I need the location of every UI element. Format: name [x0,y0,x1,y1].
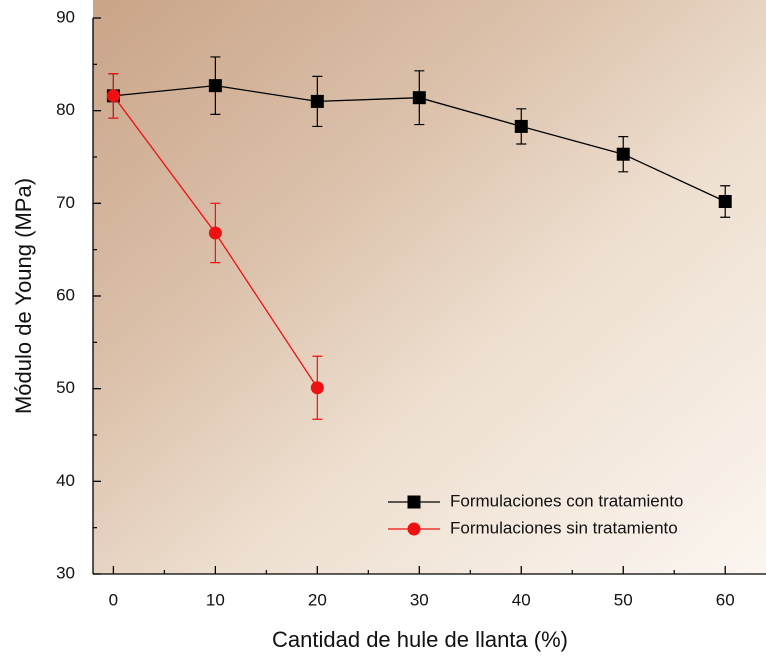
legend-marker [407,522,421,536]
y-tick-label: 60 [56,285,75,304]
y-tick-label: 40 [56,471,75,490]
x-tick-label: 20 [308,590,327,609]
y-tick-label: 50 [56,378,75,397]
y-axis-title: Módulo de Young (MPa) [11,178,36,414]
legend-marker [407,495,421,509]
x-tick-label: 10 [206,590,225,609]
data-point [616,147,630,161]
data-point [106,89,120,103]
data-point [310,94,324,108]
data-point [718,194,732,208]
x-tick-label: 60 [716,590,735,609]
x-tick-label: 0 [109,590,118,609]
y-tick-label: 90 [56,7,75,26]
data-point [208,226,222,240]
plot-background [93,0,766,574]
legend-label: Formulaciones con tratamiento [450,491,683,510]
data-point [412,91,426,105]
y-tick-label: 80 [56,100,75,119]
y-tick-label: 70 [56,193,75,212]
y-tick-label: 30 [56,563,75,582]
data-point [208,79,222,93]
data-point [310,381,324,395]
x-tick-label: 50 [614,590,633,609]
x-tick-label: 40 [512,590,531,609]
legend-label: Formulaciones sin tratamiento [450,518,678,537]
data-point [514,119,528,133]
x-tick-label: 30 [410,590,429,609]
x-axis-title: Cantidad de hule de llanta (%) [272,627,568,652]
